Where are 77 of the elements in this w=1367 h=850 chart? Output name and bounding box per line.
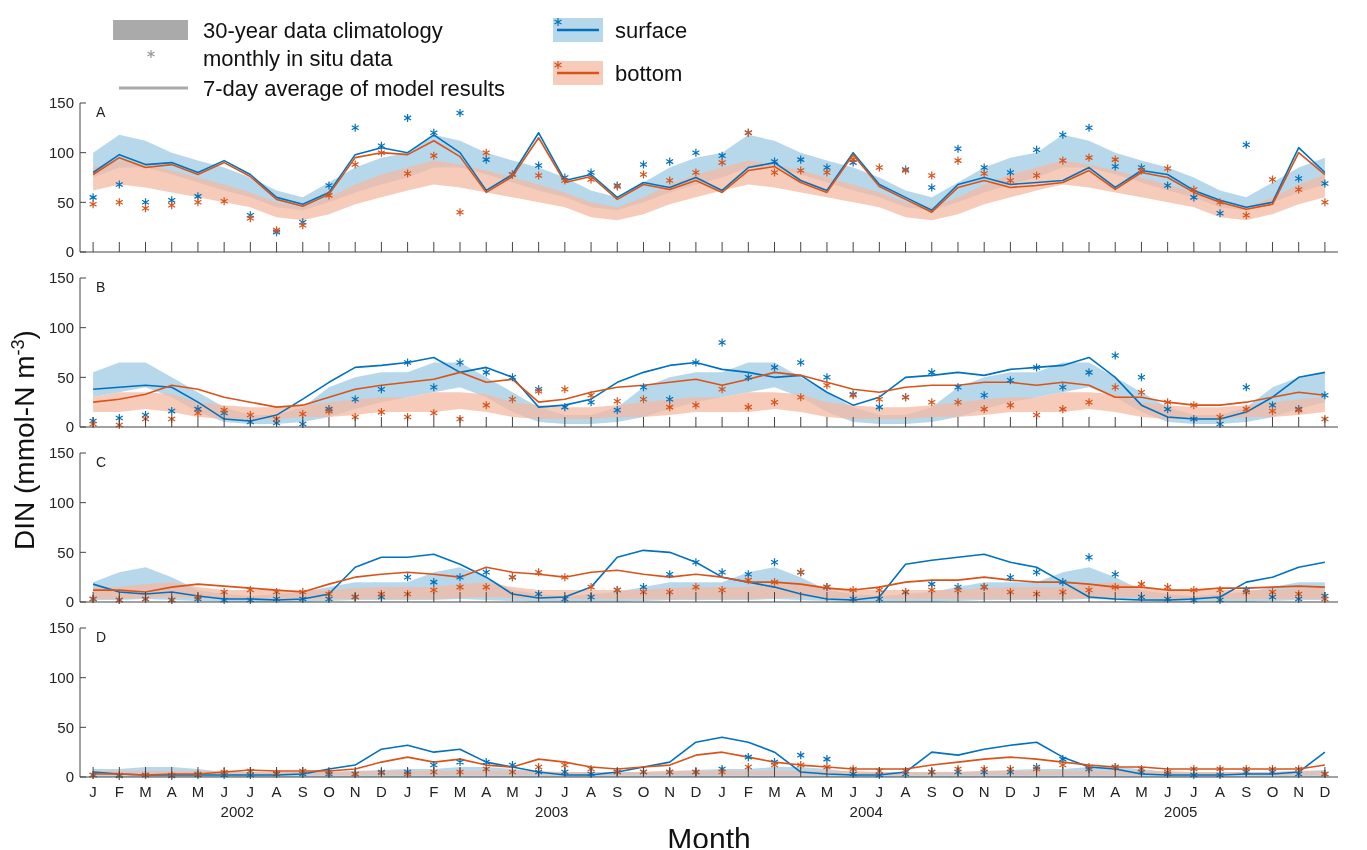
x-tick-label: J	[246, 783, 255, 800]
y-tick-label: 0	[65, 243, 74, 261]
legend-label: bottom	[615, 60, 683, 86]
x-tick-label: M	[1082, 783, 1096, 800]
text: 2004	[849, 803, 883, 820]
x-tick-label: S	[926, 783, 937, 800]
y-tick-label: 150	[48, 619, 74, 637]
text: 2003	[535, 803, 569, 820]
x-tick-label: O	[1266, 783, 1279, 800]
x-tick-label: M	[768, 783, 781, 800]
x-tick-label: N	[349, 783, 361, 800]
x-tick-label: J	[89, 783, 97, 800]
x-tick-label: J	[718, 783, 726, 800]
x-tick-label: J	[1190, 783, 1198, 800]
x-tick-label: J	[403, 783, 412, 800]
chart-title: A	[96, 104, 106, 120]
x-tick-label: A	[1215, 783, 1226, 800]
x-tick-label: F	[743, 783, 753, 800]
text: 30-year data climatology	[203, 17, 443, 43]
y-tick-label: 150	[48, 94, 74, 112]
x-tick-label: S	[297, 783, 308, 800]
x-tick-label: M	[1135, 783, 1148, 800]
x-tick-label: N	[664, 783, 676, 800]
x-tick-label: A	[900, 783, 911, 800]
text: monthly in situ data	[203, 45, 394, 71]
x-tick-label: O	[323, 783, 335, 800]
y-tick-label: 0	[65, 593, 74, 611]
y-tick-label: 100	[48, 493, 74, 511]
x-tick-label: A	[166, 783, 177, 800]
x-tick-label: D	[375, 783, 387, 800]
x-tick-label: D	[1004, 783, 1016, 800]
x-tick-label: M	[139, 783, 152, 800]
y-tick-label: 100	[48, 143, 74, 161]
y-tick-label: 150	[48, 444, 74, 462]
x-tick-label: D	[690, 783, 702, 800]
x-tick-label: F	[429, 783, 439, 800]
y-tick-label: 50	[57, 193, 74, 211]
x-tick-label: M	[191, 783, 205, 800]
chart-title: C	[96, 454, 107, 470]
x-tick-label: O	[637, 783, 650, 800]
x-tick-label: A	[481, 783, 492, 800]
x-tick-label: J	[220, 783, 228, 800]
x-tick-label: S	[612, 783, 623, 800]
x-tick-label: J	[1163, 783, 1172, 800]
x-tick-label: D	[1319, 783, 1331, 800]
x-tick-label: A	[1110, 783, 1121, 800]
y-tick-label: 0	[65, 418, 74, 436]
x-tick-label: A	[271, 783, 282, 800]
x-tick-label: M	[506, 783, 519, 800]
x-tick-label: J	[1032, 783, 1041, 800]
y-tick-label: 100	[48, 668, 74, 686]
y-tick-label: 100	[48, 318, 74, 336]
x-tick-label: J	[875, 783, 884, 800]
x-tick-label: A	[586, 783, 597, 800]
y-tick-label: 50	[57, 368, 74, 386]
x-tick-label: N	[978, 783, 990, 800]
x-tick-label: M	[820, 783, 834, 800]
text: 2002	[220, 803, 254, 820]
y-tick-label: 50	[57, 718, 74, 736]
x-tick-label: F	[114, 783, 124, 800]
x-tick-label: J	[561, 783, 569, 800]
text: 2005	[1164, 803, 1198, 820]
x-tick-label: J	[534, 783, 543, 800]
x-tick-label: F	[1058, 783, 1068, 800]
text: 7-day average of model results	[203, 75, 506, 101]
y-tick-label: 0	[65, 768, 74, 786]
chart-title: D	[96, 629, 107, 645]
x-tick-label: A	[795, 783, 806, 800]
x-tick-label: S	[1241, 783, 1252, 800]
legend-label: surface	[615, 17, 688, 43]
chart-title: B	[96, 279, 106, 295]
x-tick-label: N	[1293, 783, 1305, 800]
y-tick-label: 150	[48, 269, 74, 287]
x-tick-label: O	[952, 783, 964, 800]
x-tick-label: J	[849, 783, 857, 800]
x-tick-label: M	[453, 783, 467, 800]
y-tick-label: 50	[57, 543, 74, 561]
